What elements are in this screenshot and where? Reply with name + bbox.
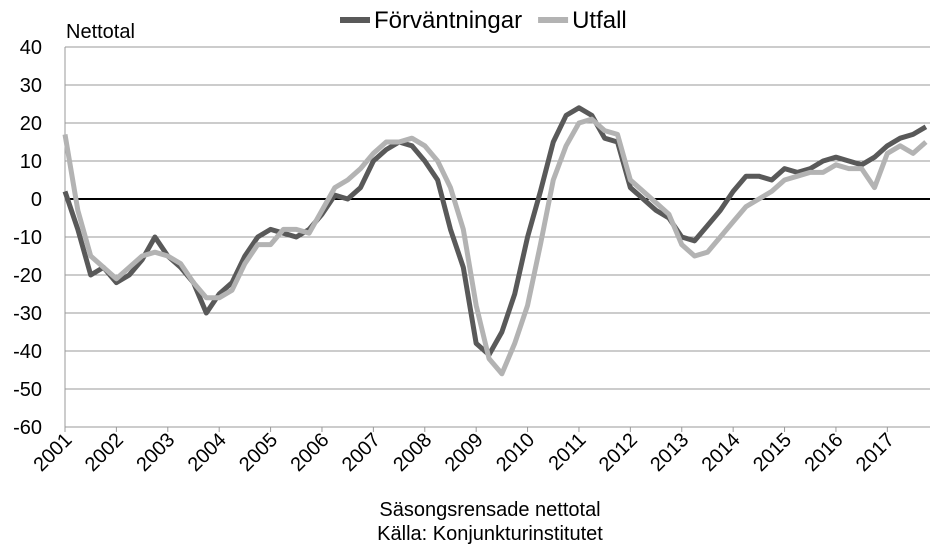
legend-label: Utfall: [572, 7, 627, 34]
y-tick-label: 0: [31, 189, 42, 211]
x-tick-label: 2013: [646, 429, 693, 476]
x-tick-label: 2005: [235, 429, 282, 476]
y-tick-label: 40: [20, 37, 42, 59]
x-tick-label: 2008: [389, 429, 436, 476]
x-tick-label: 2017: [852, 429, 899, 476]
y-tick-label: -10: [13, 227, 42, 249]
x-tick-label: 2012: [595, 429, 642, 476]
y-tick-label: -30: [13, 303, 42, 325]
line-series: [62, 116, 928, 377]
x-tick-label: 2004: [184, 429, 231, 476]
x-tick-label: 2002: [81, 429, 128, 476]
x-tick-label: 2014: [698, 429, 745, 476]
x-tick-label: 2006: [286, 429, 333, 476]
x-tick-label: 2016: [800, 429, 847, 476]
x-tick-label: 2015: [749, 429, 796, 476]
y-tick-label: -40: [13, 341, 42, 363]
line-series: [62, 105, 928, 358]
legend-label: Förväntningar: [374, 7, 522, 34]
y-tick-label: 30: [20, 75, 42, 97]
y-tick-label: 10: [20, 151, 42, 173]
x-tick-label: 2007: [338, 429, 385, 476]
x-tick-label: 2010: [492, 429, 539, 476]
x-tick-label: 2009: [441, 429, 488, 476]
y-tick-label: -60: [13, 417, 42, 439]
y-axis-label: Nettotal: [66, 21, 135, 43]
x-tick-label: 2003: [132, 429, 179, 476]
x-tick-label: 2011: [545, 429, 591, 475]
y-tick-label: 20: [20, 113, 42, 135]
y-tick-label: -20: [13, 265, 42, 287]
y-tick-label: -50: [13, 379, 42, 401]
source: Källa: Konjunkturinstitutet: [377, 523, 603, 545]
x-axis-label: Säsongsrensade nettotal: [379, 499, 600, 521]
